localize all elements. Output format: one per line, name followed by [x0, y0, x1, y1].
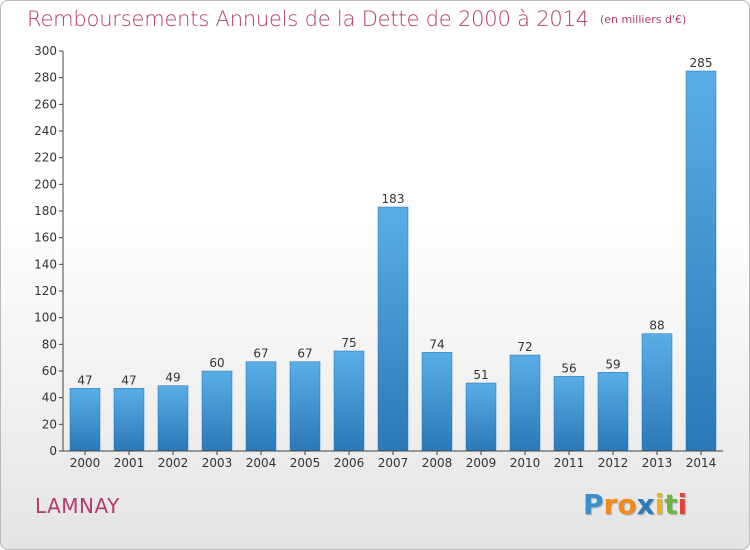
data-label: 67	[297, 347, 312, 361]
y-tick-label: 200	[34, 177, 57, 191]
x-tick-label: 2003	[202, 456, 233, 470]
data-label: 75	[341, 336, 356, 350]
bars	[69, 70, 717, 452]
data-label: 47	[121, 373, 136, 387]
y-tick-label: 20	[42, 417, 57, 431]
data-label: 47	[77, 373, 92, 387]
logo-letter: t	[664, 488, 678, 521]
logo-letter: P	[583, 488, 604, 521]
y-tick-label: 140	[34, 257, 57, 271]
bar-2006	[333, 350, 365, 452]
x-tick-label: 2008	[422, 456, 453, 470]
x-tick-label: 2010	[510, 456, 541, 470]
chart-title-block: Remboursements Annuels de la Dette de 20…	[27, 7, 686, 31]
data-label: 72	[517, 340, 532, 354]
place-name: LAMNAY	[35, 494, 120, 518]
data-label: 67	[253, 347, 268, 361]
bar-2000	[69, 388, 101, 452]
y-tick-label: 240	[34, 124, 57, 138]
data-label: 88	[649, 319, 664, 333]
bar-2014	[685, 70, 717, 452]
x-tick-label: 2011	[554, 456, 585, 470]
logo-letter: r	[603, 488, 618, 521]
y-tick-label: 80	[42, 337, 57, 351]
data-label: 60	[209, 356, 224, 370]
y-tick-label: 220	[34, 151, 57, 165]
bar-2001	[113, 388, 145, 452]
data-labels: 47 47 49 60 67 67 75 183 74 51 72 56 59 88 285	[77, 56, 712, 387]
chart-subtitle: (en milliers d'€)	[600, 13, 687, 26]
y-tick-label: 160	[34, 231, 57, 245]
x-tick-label: 2006	[334, 456, 365, 470]
bar-2004	[245, 361, 277, 452]
logo-letter: x	[636, 488, 655, 521]
y-tick-label: 180	[34, 204, 57, 218]
data-label: 59	[605, 357, 620, 371]
x-tick-label: 2001	[114, 456, 145, 470]
x-tick-label: 2005	[290, 456, 321, 470]
x-tick-label: 2013	[642, 456, 673, 470]
logo-letter: i	[654, 488, 665, 521]
y-tick-label: 40	[42, 391, 57, 405]
bar-2002	[157, 385, 189, 452]
data-label: 56	[561, 361, 576, 375]
data-label: 183	[382, 192, 405, 206]
y-tick-label: 0	[49, 444, 57, 458]
x-tick-label: 2009	[466, 456, 497, 470]
bar-2008	[421, 352, 453, 452]
proxiti-logo: Proxiti	[583, 488, 687, 521]
x-tick-label: 2000	[70, 456, 101, 470]
y-tick-label: 60	[42, 364, 57, 378]
y-axis: 0 20 40 60 80 100 120 140 160 180 200 220 240 260 280 3…	[34, 44, 64, 458]
bar-2013	[641, 333, 673, 452]
x-tick-label: 2014	[686, 456, 717, 470]
data-label: 285	[690, 56, 713, 70]
x-tick-label: 2007	[378, 456, 409, 470]
y-tick-label: 300	[34, 44, 57, 58]
x-tick-label: 2002	[158, 456, 189, 470]
data-label: 74	[429, 337, 444, 351]
x-tick-label: 2004	[246, 456, 277, 470]
bar-2010	[509, 354, 541, 452]
bar-2005	[289, 361, 321, 452]
data-label: 49	[165, 371, 180, 385]
y-tick-label: 120	[34, 284, 57, 298]
chart-title: Remboursements Annuels de la Dette de 20…	[27, 7, 589, 31]
x-axis: 2000 2001 2002 2003 2004 2005 2006 2007 2008 2009…	[63, 450, 723, 470]
data-label: 51	[473, 368, 488, 382]
y-tick-label: 260	[34, 97, 57, 111]
x-tick-label: 2012	[598, 456, 629, 470]
bar-2012	[597, 372, 629, 452]
bar-2009	[465, 382, 497, 452]
bar-2003	[201, 370, 233, 452]
bar-2007	[377, 206, 409, 452]
logo-letter: o	[617, 488, 637, 521]
bar-2011	[553, 376, 585, 452]
logo-letter: i	[677, 488, 688, 521]
y-tick-label: 100	[34, 311, 57, 325]
y-tick-label: 280	[34, 71, 57, 85]
